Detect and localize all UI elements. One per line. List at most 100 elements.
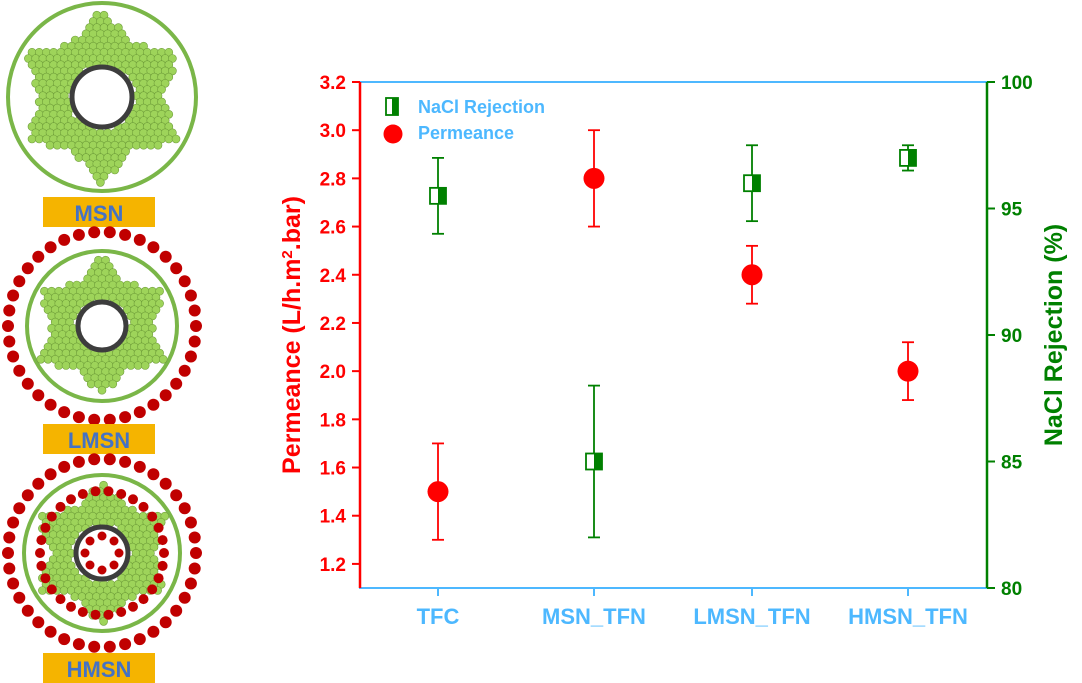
shell-particle [184,577,197,590]
x-ticks: TFC MSN_TFN LMSN_TFN HMSN_TFN [417,588,968,629]
shell-particle [13,591,26,604]
shell-particle [153,522,164,533]
shell-particle [178,591,191,604]
shell-particle [88,413,101,426]
shell-particle [2,320,14,332]
hmsn-schematic-illustration [2,453,202,653]
nanoparticle-bead [97,385,107,395]
left-y-tick-label: 3.0 [320,121,346,142]
shell-particle [72,228,85,241]
shell-particle [80,548,90,558]
nanoparticle-bead [99,617,108,626]
shell-particle [3,304,16,317]
shell-particle [128,601,138,612]
left-y-tick-label: 2.0 [320,362,346,383]
shell-particle [21,262,34,275]
shell-particle [103,640,116,653]
shell-particle [147,511,158,522]
shell-particle [36,560,47,571]
pore-channel [69,64,135,130]
shell-particle [103,413,116,426]
shell-particle [13,275,26,288]
shell-particle [40,573,51,584]
shell-particle [55,594,66,605]
shell-particle [3,335,16,348]
nanoparticle-bead [158,354,168,364]
shell-particle [21,489,34,502]
nanoparticle-bead [171,134,181,144]
shell-particle [159,477,172,490]
nanoparticle-bead [70,592,80,601]
left-y-axis-label: Permeance (L/h.m2.bar) [278,196,306,474]
permeance-point [583,129,605,228]
right-y-tick-label: 95 [1001,200,1023,221]
shell-particle [72,455,85,468]
right-y-ticks: 80 85 90 95 100 [987,73,1033,600]
shell-particle [128,494,138,505]
shell-particle [147,584,158,595]
right-y-tick-label: 90 [1001,326,1022,347]
shell-particle [147,241,160,254]
left-y-axis-label-pre: Permeance (L/h.m [278,259,306,474]
chart-marks [427,129,919,541]
shell-particle [72,638,85,651]
nanoparticle-bead [61,361,71,370]
shell-particle [90,609,101,620]
shell-particle [40,522,51,533]
permeance-marker [427,481,449,503]
shell-particle [170,489,183,502]
permeance-marker [741,264,763,286]
shell-particle [184,289,197,302]
shell-particle [3,531,16,544]
shell-particle [88,453,101,466]
shell-particle [109,536,119,546]
shell-particle [90,486,101,497]
shell-particle [119,228,132,241]
nanoparticle-bead [106,517,116,527]
shell-particle [138,594,149,605]
shell-particle [188,562,201,575]
nanoparticle-bead [52,140,62,150]
shell-particle [157,535,168,546]
shell-particle [103,453,116,466]
nanoparticle-bead [139,140,148,150]
nanoparticle-bead [132,140,141,150]
shell-particle [103,486,114,497]
nanoparticle-bead [138,586,148,595]
shell-particle [85,560,95,570]
legend-label-permeance: Permeance [418,123,514,143]
shell-particle [147,398,160,411]
x-tick-label: MSN_TFN [542,604,646,629]
lmsn-label: LMSN [68,428,130,453]
right-y-tick-label: 85 [1001,453,1023,474]
shell-particle [46,511,57,522]
permeance-point [897,341,919,401]
shell-particle [133,460,146,473]
nanoparticle-bead [133,361,143,370]
shell-particle [170,262,183,275]
chart: 1.2 1.4 1.6 1.8 2.0 2.2 2.4 2.6 2.8 3.0 3.2 80 85 90… [278,73,1068,629]
shell-particle [58,406,71,419]
msn-label: MSN [75,201,124,226]
msn-label-box [43,197,155,227]
shell-particle [114,548,124,558]
nanoparticle-bead [59,586,69,595]
pore-channel [75,299,129,353]
rejection-point [429,156,447,235]
schematics-panel: MSN LMSN HMSN [2,1,202,683]
nanoparticle-bead [45,140,55,150]
shell-particle [88,226,101,239]
left-y-axis-label-post: .bar) [278,196,306,250]
shell-particle [170,604,183,617]
nanoparticle-bead [128,592,137,601]
nanoparticle-bead [68,361,78,370]
permeance-marker [583,167,605,189]
shell-particle [3,562,16,575]
shell-particle [157,560,168,571]
shell-particle [116,489,127,499]
shell-particle [7,577,20,590]
shell-particle [2,547,14,559]
shell-particle [32,389,45,402]
x-tick-label: TFC [417,604,460,629]
rejection-point [899,144,917,172]
